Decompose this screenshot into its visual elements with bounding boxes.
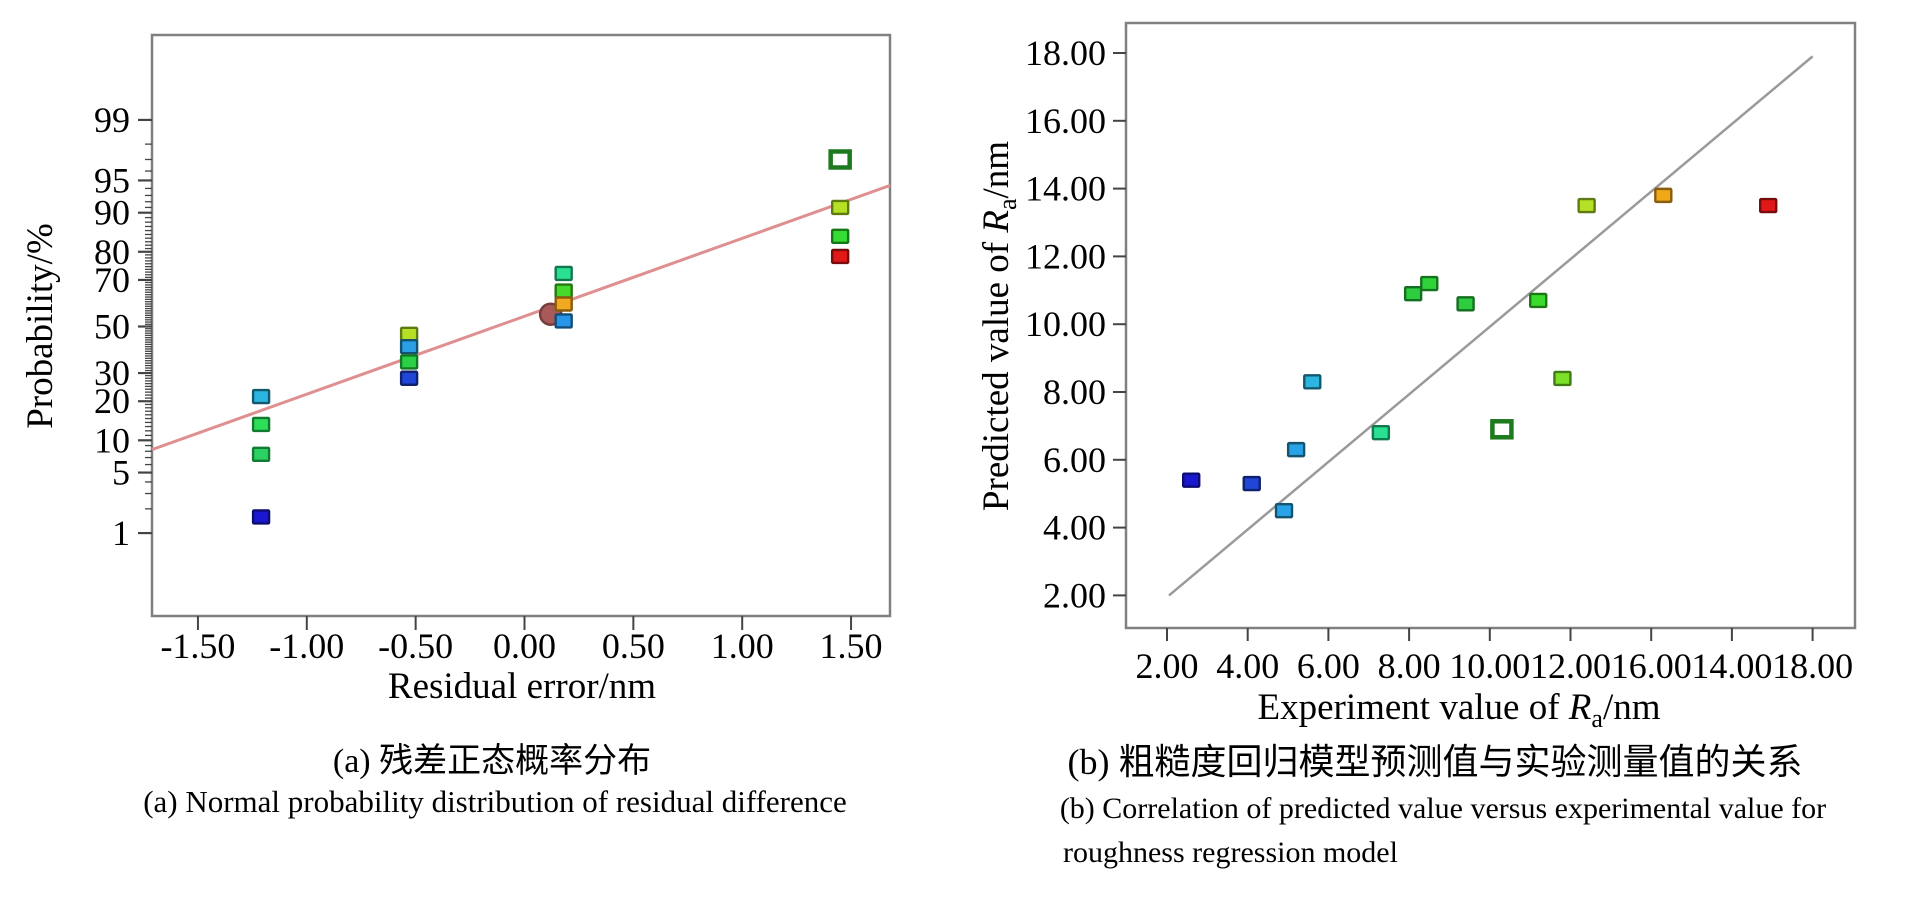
x-tick-label: 6.00 (1297, 646, 1360, 686)
right-chart-y-axis-title: Predicted value of Ra/nm (976, 141, 1022, 511)
y-tick-label: 90 (94, 193, 130, 233)
x-tick-label: -0.50 (378, 626, 453, 666)
x-tick-label: 18.00 (1772, 646, 1853, 686)
x-tick-label: 12.00 (1530, 646, 1611, 686)
y-tick-label: 12.00 (1025, 236, 1106, 276)
x-tick-label: 2.00 (1136, 646, 1199, 686)
x-tick-label: -1.00 (269, 626, 344, 666)
data-point (1182, 472, 1201, 488)
left-chart-x-axis-title: Residual error/nm (388, 666, 656, 707)
data-point (251, 388, 271, 405)
data-point (554, 296, 573, 312)
data-point (1303, 374, 1322, 390)
x-tick-label: 8.00 (1378, 646, 1441, 686)
y-tick-label: 8.00 (1043, 372, 1106, 412)
data-point (1371, 424, 1391, 441)
data-point (1490, 419, 1514, 440)
right-chart: 2.00 4.00 6.00 8.00 10.00 12.00 16.00 14.00 18.0… (1025, 21, 1857, 686)
data-point (1529, 292, 1548, 309)
right-chart-x-axis-title: Experiment value of Ra/nm (1257, 687, 1660, 733)
data-point (251, 446, 271, 463)
data-point (251, 509, 271, 525)
y-tick-label: 20 (94, 381, 130, 421)
data-point (830, 199, 850, 216)
data-point (399, 354, 419, 370)
y-tick-label: 5 (112, 453, 130, 493)
data-point (1403, 285, 1423, 302)
y-tick-label: 2.00 (1043, 575, 1106, 615)
x-tick-label: 0.00 (493, 626, 556, 666)
x-tick-label: 1.00 (711, 626, 774, 666)
data-point (399, 370, 419, 386)
data-point (1577, 197, 1596, 214)
y-tick-label: 10.00 (1025, 304, 1106, 344)
data-point (554, 313, 573, 329)
x-tick-label: 0.50 (602, 626, 665, 666)
parity-line (1168, 55, 1814, 597)
y-tick-label: 99 (94, 100, 130, 140)
y-tick-label: 30 (94, 353, 130, 393)
y-tick-label: 10 (94, 420, 130, 460)
data-point (830, 248, 850, 265)
data-point (1553, 370, 1572, 387)
x-tick-label: 16.00 (1611, 646, 1692, 686)
data-point (1456, 296, 1475, 312)
y-tick-label: 70 (94, 260, 130, 300)
data-point (1242, 475, 1261, 492)
y-tick-label: 80 (94, 232, 130, 272)
y-tick-label: 95 (94, 160, 130, 200)
right-chart-caption-english-line2: roughness regression model (1063, 836, 1398, 869)
y-tick-label: 1 (112, 513, 130, 553)
data-point (830, 228, 850, 245)
plot-frame (150, 33, 892, 618)
x-tick-label: 1.50 (820, 626, 883, 666)
right-chart-caption-chinese: (b) 粗糙度回归模型预测值与实验测量值的关系 (1068, 742, 1803, 782)
x-tick-label: 4.00 (1216, 646, 1279, 686)
data-point (1274, 502, 1294, 519)
y-tick-label: 18.00 (1025, 33, 1106, 73)
x-tick-label: 10.00 (1449, 646, 1530, 686)
left-chart: -1.50 -1.00 -0.50 0.00 0.50 1.00 1.50 99 9590807… (94, 33, 892, 666)
y-tick-label: 16.00 (1025, 101, 1106, 141)
left-chart-caption-chinese: (a) 残差正态概率分布 (333, 742, 651, 780)
y-tick-label: 6.00 (1043, 440, 1106, 480)
x-tick-label: 14.00 (1691, 646, 1772, 686)
data-point (399, 339, 419, 355)
data-point (399, 326, 419, 343)
data-point (1759, 197, 1778, 214)
data-point (554, 283, 573, 299)
data-point (1420, 275, 1439, 292)
data-point (251, 416, 271, 433)
trend-line (151, 183, 891, 451)
data-point (1654, 187, 1673, 204)
data-point (1286, 441, 1306, 458)
left-chart-caption-english: (a) Normal probability distribution of r… (143, 784, 847, 819)
left-chart-y-axis-title: Probability/% (20, 223, 61, 429)
y-tick-label: 50 (94, 307, 130, 347)
data-point (554, 265, 573, 282)
y-tick-label: 14.00 (1025, 169, 1106, 209)
y-tick-label: 4.00 (1043, 508, 1106, 548)
x-tick-label: -1.50 (160, 626, 235, 666)
right-chart-caption-english-line1: (b) Correlation of predicted value versu… (1060, 792, 1826, 825)
data-point (828, 149, 852, 170)
